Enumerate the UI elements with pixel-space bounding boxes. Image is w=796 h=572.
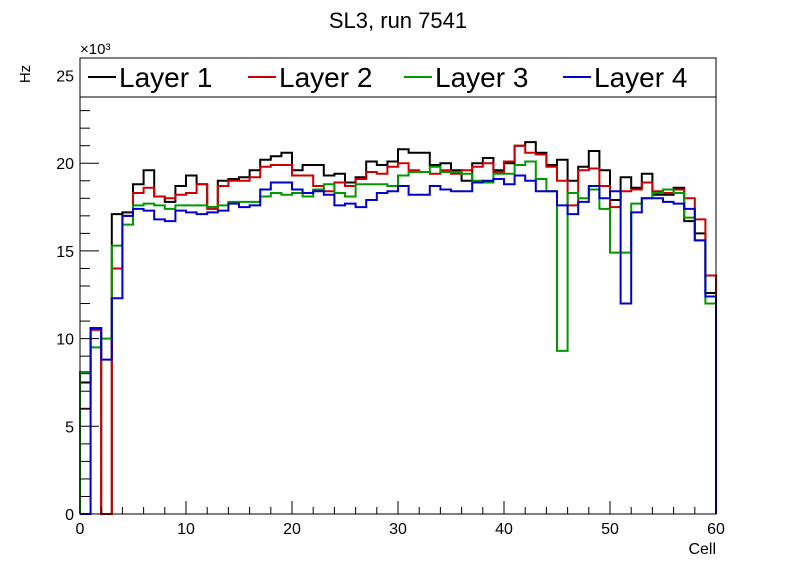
y-tick-label: 0	[65, 507, 74, 524]
series-line-layer-3	[79, 160, 717, 514]
legend-box	[79, 57, 717, 98]
x-axis-label: Cell	[688, 541, 716, 558]
axis-layer: 0 10 20 30 40 50 60 0 5 10 15 20 25	[56, 57, 725, 538]
legend-label-layer-2: Layer 2	[279, 62, 372, 93]
legend-label-layer-1: Layer 1	[119, 62, 212, 93]
series-layer	[79, 141, 717, 515]
y-axis-exponent-label: ×10³	[80, 41, 110, 58]
x-tick-label: 30	[389, 521, 407, 538]
series-line-layer-2	[79, 144, 717, 515]
series-line-layer-4	[80, 174, 717, 515]
series-line-layer-1	[79, 141, 717, 515]
y-tick-label: 10	[56, 332, 74, 349]
legend-label-layer-3: Layer 3	[435, 62, 528, 93]
chart-title: SL3, run 7541	[329, 8, 467, 33]
legend: Layer 1 Layer 2 Layer 3 Layer 4	[79, 57, 717, 98]
x-tick-label: 10	[177, 521, 195, 538]
x-tick-label: 40	[495, 521, 513, 538]
x-tick-label: 20	[283, 521, 301, 538]
x-tick-label: 60	[707, 521, 725, 538]
y-tick-label: 25	[56, 69, 74, 86]
y-tick-label: 15	[56, 244, 74, 261]
x-tick-label: 0	[76, 521, 85, 538]
y-tick-label: 20	[56, 156, 74, 173]
y-tick-label: 5	[65, 419, 74, 436]
legend-label-layer-4: Layer 4	[594, 62, 687, 93]
legend-items: Layer 1 Layer 2 Layer 3 Layer 4	[88, 62, 687, 93]
x-tick-label: 50	[601, 521, 619, 538]
y-axis-label: Hz	[17, 65, 34, 83]
